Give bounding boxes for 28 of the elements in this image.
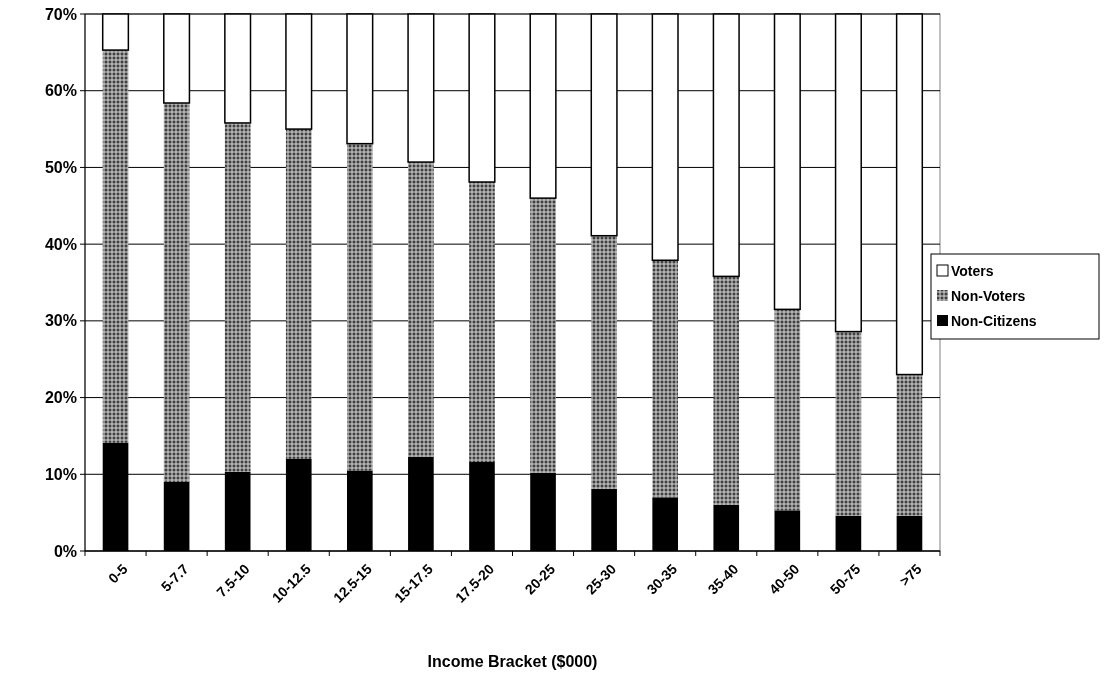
y-tick-label: 30% [44, 312, 77, 330]
y-tick-label: 40% [44, 235, 77, 253]
x-tick-label: >75 [896, 560, 925, 589]
bar [835, 331, 862, 516]
y-tick-label: 0% [53, 542, 77, 560]
bar [530, 198, 556, 473]
legend-label: Voters [951, 262, 994, 279]
y-tick-label: 60% [44, 82, 77, 100]
bar [163, 102, 190, 482]
bar [285, 129, 312, 459]
bar [774, 309, 801, 511]
legend-label: Non-Citizens [951, 312, 1037, 329]
bar [591, 235, 617, 489]
bar [896, 374, 923, 516]
legend-label: Non-Voters [951, 287, 1026, 304]
bar [652, 260, 678, 498]
bar [408, 162, 434, 457]
x-tick-label: 0-5 [104, 560, 131, 587]
y-tick-label: 20% [44, 389, 77, 407]
y-tick-label: 10% [44, 465, 77, 483]
x-axis-title: Income Bracket ($000) [427, 653, 598, 670]
bar [713, 276, 740, 505]
bar [224, 122, 251, 472]
bar [469, 182, 495, 463]
y-tick-label: 70% [44, 5, 77, 23]
y-tick-label: 50% [44, 159, 77, 177]
bar [102, 50, 129, 443]
bar [347, 143, 373, 471]
